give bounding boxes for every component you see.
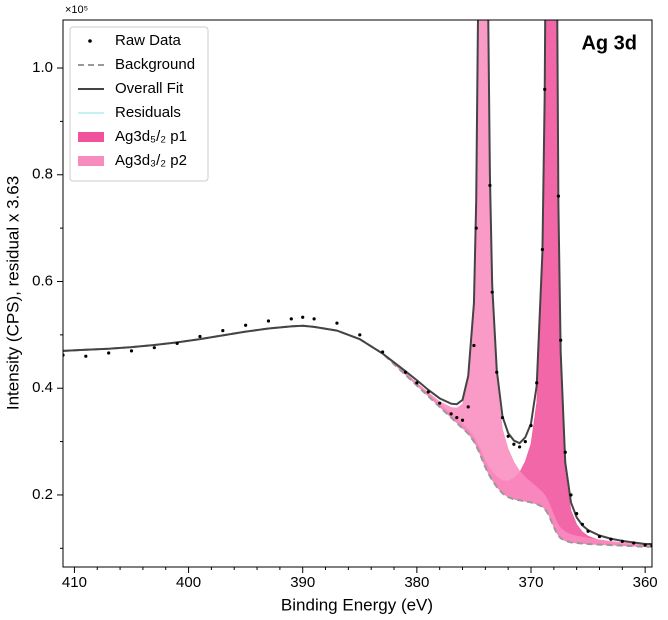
data-point <box>500 415 505 420</box>
legend-marker <box>78 132 104 142</box>
y-tick-label: 0.4 <box>32 379 53 396</box>
data-point <box>575 512 579 516</box>
data-point <box>563 450 567 454</box>
data-point <box>609 537 613 541</box>
y-tick-label: 0.6 <box>32 272 53 289</box>
data-point <box>152 346 156 350</box>
data-point <box>512 442 516 446</box>
data-point <box>506 434 510 438</box>
y-tick-label: 1.0 <box>32 59 53 76</box>
data-point <box>472 343 476 348</box>
y-axis-label: Intensity (CPS), residual x 3.63 <box>3 176 22 410</box>
y-tick-label: 0.8 <box>32 166 53 183</box>
data-point <box>535 381 539 385</box>
data-point <box>586 529 590 533</box>
data-point <box>455 415 459 420</box>
data-point <box>107 351 111 355</box>
data-point <box>312 317 316 321</box>
x-tick-label: 390 <box>290 574 315 591</box>
x-tick-label: 400 <box>176 574 201 591</box>
data-point <box>620 539 624 543</box>
x-tick-label: 360 <box>633 574 658 591</box>
data-point <box>244 323 248 327</box>
data-point <box>221 328 225 333</box>
data-point <box>335 321 339 325</box>
y-multiplier: ×10⁵ <box>65 4 88 16</box>
data-point <box>643 543 647 547</box>
legend-label: Overall Fit <box>115 80 184 97</box>
data-point <box>415 381 419 385</box>
data-point <box>474 226 478 230</box>
chart-title: Ag 3d <box>581 32 637 54</box>
data-point <box>175 341 179 345</box>
data-point <box>495 370 499 374</box>
data-point <box>129 349 134 353</box>
data-point <box>460 418 465 422</box>
legend-marker <box>78 156 104 166</box>
data-point <box>198 334 202 339</box>
data-point <box>580 522 584 526</box>
legend-label: Raw Data <box>115 32 182 49</box>
data-point <box>632 541 636 545</box>
plot-area <box>63 20 652 548</box>
x-axis-label: Binding Energy (eV) <box>281 595 433 614</box>
x-tick-label: 410 <box>62 574 87 591</box>
data-point <box>358 333 362 337</box>
data-point <box>466 405 470 409</box>
data-point <box>488 183 492 188</box>
data-point <box>597 534 602 539</box>
data-point <box>517 445 522 449</box>
data-point <box>403 370 408 374</box>
data-point <box>381 350 385 354</box>
data-point <box>84 354 88 358</box>
data-point <box>543 87 547 91</box>
legend-label: Background <box>115 56 195 73</box>
legend-label: Ag3d₃/₂ p2 <box>115 152 187 169</box>
data-point <box>490 290 494 294</box>
fit-line <box>63 20 652 546</box>
data-point <box>556 194 560 198</box>
legend-marker <box>88 39 92 43</box>
legend-label: Residuals <box>115 104 181 121</box>
axes-frame <box>62 19 653 568</box>
x-tick-label: 380 <box>404 574 429 591</box>
data-point <box>289 317 293 321</box>
data-point <box>266 319 271 323</box>
legend-label: Ag3d₅/₂ p1 <box>115 128 187 145</box>
x-tick-label: 370 <box>518 574 543 591</box>
axes: 410 400 390 380 370 360 0.2 0.4 0.6 0.8 1.0 <box>32 59 658 591</box>
data-point <box>559 338 563 342</box>
data-point <box>540 247 545 252</box>
data-point <box>301 315 305 319</box>
data-point <box>449 412 453 416</box>
y-tick-label: 0.2 <box>32 486 53 503</box>
data-point <box>438 401 442 405</box>
data-point <box>523 439 527 444</box>
legend-box <box>69 26 209 182</box>
data-point <box>529 423 533 428</box>
legend: Raw Data Background Overall Fit Residuals Ag… <box>69 26 209 182</box>
data-point <box>569 493 573 497</box>
data-point <box>426 390 430 394</box>
